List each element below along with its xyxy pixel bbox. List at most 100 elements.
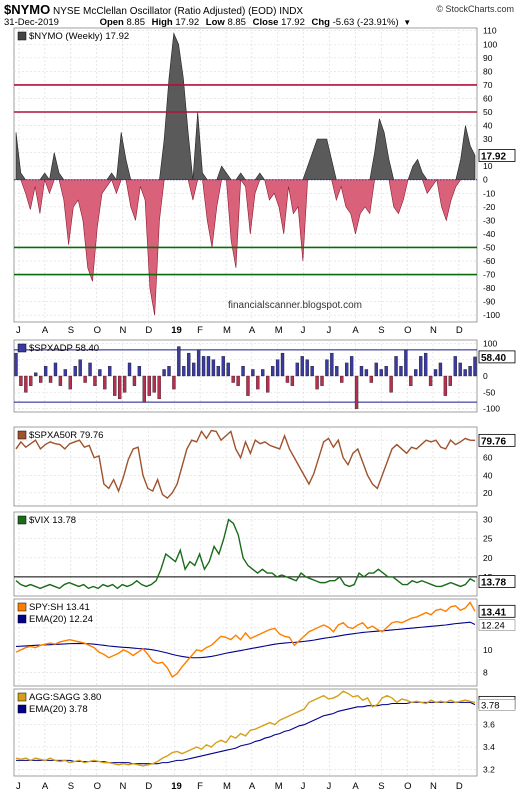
nymo-y-tick-label: 90: [483, 53, 493, 63]
spxadp-bar: [290, 375, 295, 386]
vix-last-value: 13.78: [481, 578, 506, 589]
spxadp-bar: [177, 346, 181, 377]
x-axis-bottom-label: J: [327, 781, 332, 792]
spxadp-bar: [216, 366, 221, 377]
spxadp-bar: [221, 356, 225, 377]
close-value: 17.92: [281, 17, 305, 28]
nymo-legend-swatch: [17, 31, 27, 41]
spxadp-bar: [310, 366, 314, 377]
spysh-ema-line: [15, 621, 476, 659]
nymo-y-tick-label: -40: [483, 229, 496, 239]
spxadp-bar: [433, 369, 438, 377]
spxadp-bar: [83, 375, 87, 383]
x-axis-bottom-label: A: [42, 781, 49, 792]
spxa50r-legend-swatch: [17, 430, 27, 440]
aggsagg-legend-swatch: [17, 692, 27, 702]
chg-value: -5.63 (-23.91%): [332, 17, 399, 28]
x-axis-top-label: S: [68, 325, 74, 336]
close-label: Close: [252, 17, 279, 28]
spxadp-bar: [251, 369, 255, 377]
spxadp-bar: [167, 366, 171, 377]
x-axis-bottom-label: J: [301, 781, 306, 792]
spxadp-bar: [458, 362, 462, 377]
spxadp-bar: [315, 375, 319, 390]
nymo-y-tick-label: -90: [483, 297, 496, 307]
spxadp-bar: [211, 359, 216, 377]
spxadp-bar: [305, 359, 309, 377]
spxadp-bar: [187, 352, 191, 377]
spxa50r-y-tick-label: 60: [483, 453, 493, 463]
spxadp-bar: [428, 375, 433, 386]
spxadp-bar: [231, 375, 235, 383]
spysh-ema-value: 12.24: [481, 621, 505, 632]
high-label: High: [151, 17, 173, 28]
brand[interactable]: © StockCharts.com: [436, 4, 514, 14]
aggsagg-y-tick-label: 3.4: [483, 742, 495, 752]
nymo-y-tick-label: -50: [483, 242, 496, 252]
nymo-y-tick-label: 110: [483, 26, 497, 36]
x-axis-bottom-label: S: [68, 781, 74, 792]
x-axis-bottom-label: A: [249, 781, 256, 792]
spxadp-bar: [419, 356, 423, 377]
spysh-ema-legend-text: EMA(20) 12.24: [29, 614, 93, 625]
spxadp-bar: [201, 356, 206, 377]
nymo-y-tick-label: 10: [483, 161, 493, 171]
spysh-last-value: 13.41: [481, 607, 506, 618]
spxadp-bar: [236, 375, 240, 386]
spxadp-bar: [127, 362, 132, 377]
vix-frame: [13, 511, 478, 597]
spysh-legend-text: SPY:SH 13.41: [29, 602, 90, 613]
spysh-frame: [13, 598, 478, 687]
quote-line: 31-Dec-2019 Open 8.85 High 17.92 Low 8.8…: [4, 17, 411, 28]
spxadp-bar: [206, 356, 211, 377]
low-value: 8.85: [227, 17, 246, 28]
x-axis-bottom-label: N: [430, 781, 437, 792]
x-axis-bottom-label: S: [378, 781, 384, 792]
spxa50r-last-value-box: [478, 433, 516, 447]
spxadp-bar: [256, 375, 260, 390]
aggsagg-series-line: [15, 690, 476, 767]
x-axis-bottom-label: M: [223, 781, 231, 792]
nymo-y-tick-label: -100: [483, 310, 500, 320]
spxadp-bar: [157, 375, 161, 400]
spxadp-bar: [404, 349, 408, 377]
spxadp-y-tick-label: 0: [483, 371, 488, 381]
spxadp-bar: [409, 375, 413, 386]
spxadp-bar: [88, 362, 92, 377]
spxadp-bar: [295, 362, 299, 377]
spysh-last-value-tag: 13.41: [478, 604, 516, 618]
spxadp-bar: [266, 375, 270, 393]
spysh-series-line: [15, 601, 476, 678]
x-axis-top-label: F: [197, 325, 203, 336]
spxadp-bar: [399, 366, 403, 377]
spxadp-bar: [122, 375, 127, 393]
nymo-last-value-tag: 17.92: [478, 149, 516, 162]
x-axis-top-label: J: [16, 325, 21, 336]
spxadp-bar: [226, 362, 230, 377]
open-label: Open: [99, 17, 124, 28]
spxadp-bar: [246, 375, 250, 396]
spxadp-bar: [473, 356, 477, 377]
spxadp-bar: [285, 375, 290, 383]
spxadp-bar: [53, 362, 58, 377]
spysh-last-value-box: [478, 604, 516, 618]
x-axis-top-label: M: [275, 325, 283, 336]
nymo-y-tick-label: 80: [483, 66, 493, 76]
spxadp-bar: [137, 366, 142, 377]
x-axis-top-label: D: [456, 325, 463, 336]
high-value: 17.92: [175, 17, 200, 28]
spxadp-bar: [152, 375, 156, 393]
spxadp-bar: [172, 375, 176, 390]
nymo-y-tick-label: 30: [483, 134, 493, 144]
spxa50r-y-tick-label: 40: [483, 470, 493, 480]
vix-y-tick-label: 20: [483, 553, 493, 563]
exchange: INDX: [279, 6, 304, 17]
spxadp-last-value: 58.40: [481, 353, 506, 364]
spxadp-bar: [335, 366, 339, 377]
spxa50r-series-line: [15, 429, 476, 500]
spxadp-bar: [270, 366, 275, 377]
chg-label: Chg: [311, 17, 330, 28]
watermark-text: financialscanner.blogspot.com: [228, 300, 362, 311]
x-axis-top-label: M: [223, 325, 231, 336]
